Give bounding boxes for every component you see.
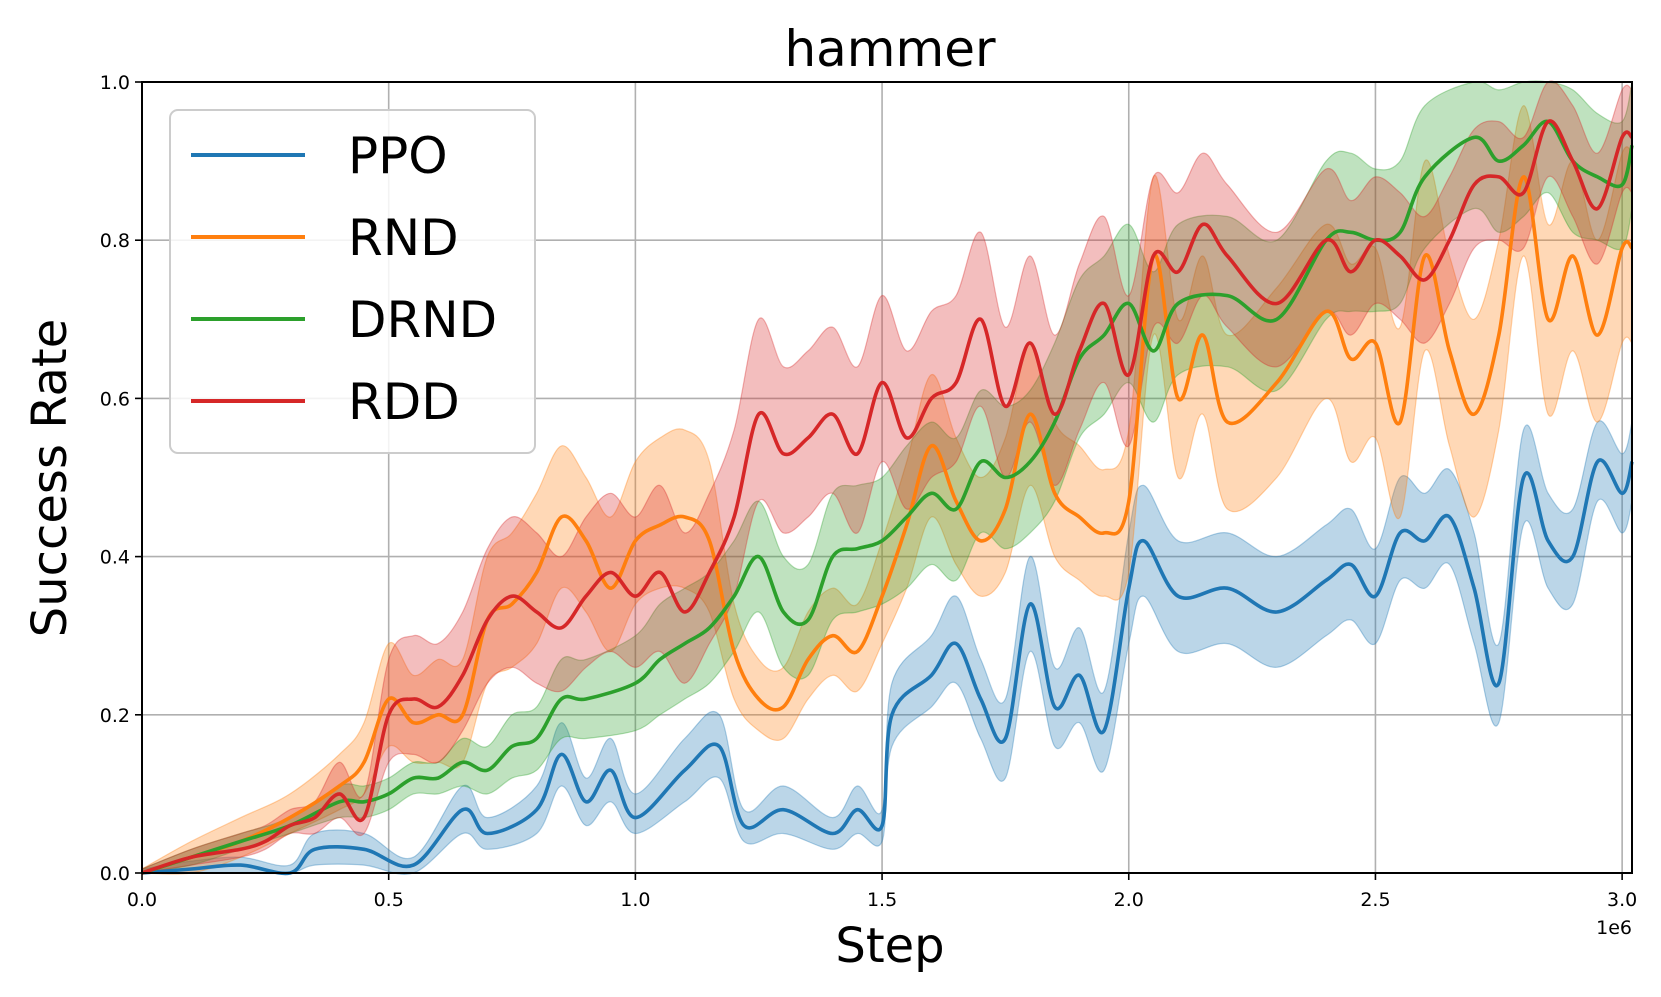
legend-label-ppo: PPO bbox=[348, 127, 448, 185]
series-line-rdd bbox=[141, 119, 1634, 875]
y-tick-label: 0.2 bbox=[100, 705, 130, 727]
x-tick-label: 0.0 bbox=[127, 889, 157, 911]
band-ppo bbox=[141, 420, 1633, 875]
legend-entry-rdd: RDD bbox=[191, 373, 460, 431]
x-tick-label: 1.5 bbox=[867, 889, 897, 911]
y-axis-ticks: 0.0 0.2 0.4 0.6 0.8 1.0 bbox=[100, 72, 142, 885]
legend-box bbox=[169, 109, 536, 454]
x-tick-label: 1.0 bbox=[620, 889, 650, 911]
x-axis-label: Step bbox=[835, 918, 944, 974]
x-tick-label: 0.5 bbox=[374, 889, 404, 911]
series-line-drnd bbox=[141, 119, 1634, 875]
x-tick-label: 3.0 bbox=[1607, 889, 1637, 911]
y-tick-label: 0.8 bbox=[100, 230, 130, 252]
series-lines bbox=[141, 119, 1634, 876]
y-tick-label: 0.6 bbox=[100, 388, 130, 410]
band-rdd bbox=[141, 80, 1633, 874]
legend-label-drnd: DRND bbox=[348, 291, 497, 349]
x-axis-ticks: 0.0 0.5 1.0 1.5 2.0 2.5 3.0 bbox=[127, 873, 1637, 911]
x-tick-label: 2.5 bbox=[1360, 889, 1390, 911]
x-tick-label: 2.0 bbox=[1114, 889, 1144, 911]
legend-label-rnd: RND bbox=[348, 209, 459, 267]
y-tick-label: 1.0 bbox=[100, 72, 130, 94]
plot-frame bbox=[141, 81, 1633, 874]
y-tick-label: 0.4 bbox=[100, 547, 130, 569]
x-axis-offset-label: 1e6 bbox=[1596, 917, 1632, 939]
legend-entry-rnd: RND bbox=[191, 209, 459, 267]
chart-title: hammer bbox=[784, 20, 996, 78]
series-line-ppo bbox=[141, 458, 1634, 876]
y-axis-label: Success Rate bbox=[22, 319, 78, 638]
legend-entry-drnd: DRND bbox=[191, 291, 497, 349]
legend-entry-ppo: PPO bbox=[191, 127, 448, 185]
legend-label-rdd: RDD bbox=[348, 373, 460, 431]
confidence-bands bbox=[141, 80, 1633, 875]
y-tick-label: 0.0 bbox=[100, 863, 130, 885]
legend: PPO RND DRND RDD bbox=[169, 109, 536, 454]
